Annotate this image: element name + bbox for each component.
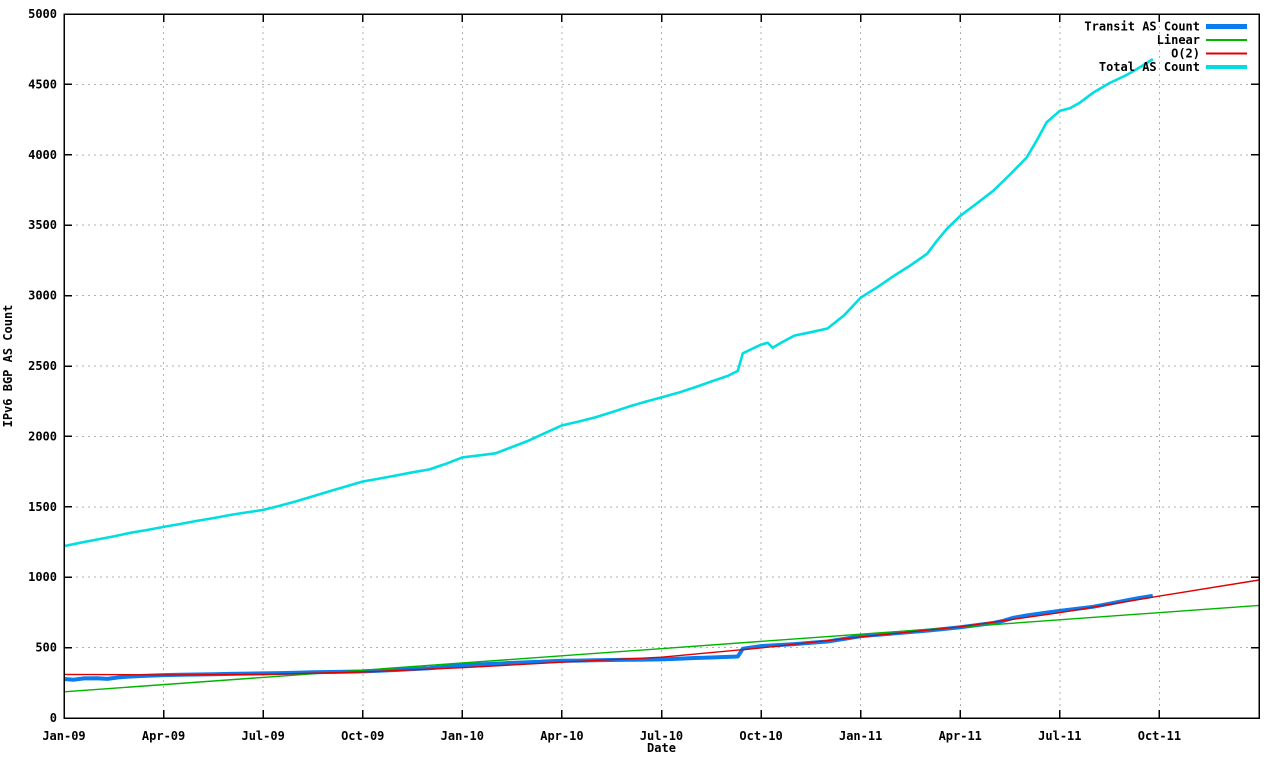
legend-label-o2: O(2) bbox=[1171, 47, 1200, 61]
legend-label-total: Total AS Count bbox=[1099, 60, 1200, 74]
y-tick-label: 2500 bbox=[28, 359, 57, 373]
x-tick-label: Jan-10 bbox=[441, 729, 484, 743]
x-tick-label: Oct-10 bbox=[739, 729, 782, 743]
x-tick-label: Jan-11 bbox=[839, 729, 882, 743]
series-line-o2 bbox=[63, 579, 1260, 676]
series-line-total bbox=[63, 58, 1154, 548]
y-tick-label: 5000 bbox=[28, 7, 57, 21]
y-tick-label: 500 bbox=[35, 641, 57, 655]
x-tick-label: Jul-10 bbox=[640, 729, 683, 743]
x-tick-label: Oct-11 bbox=[1138, 729, 1181, 743]
x-tick-label: Jul-11 bbox=[1038, 729, 1081, 743]
legend-label-transit: Transit AS Count bbox=[1084, 20, 1200, 34]
y-tick-label: 1000 bbox=[28, 570, 57, 584]
x-tick-label: Apr-11 bbox=[939, 729, 982, 743]
x-tick-label: Jul-09 bbox=[241, 729, 284, 743]
legend-label-linear: Linear bbox=[1157, 33, 1200, 47]
x-axis-title: Date bbox=[647, 741, 676, 755]
y-tick-label: 2000 bbox=[28, 429, 57, 443]
y-tick-label: 4500 bbox=[28, 77, 57, 91]
y-tick-label: 3000 bbox=[28, 289, 57, 303]
x-tick-label: Oct-09 bbox=[341, 729, 384, 743]
x-tick-label: Apr-10 bbox=[540, 729, 583, 743]
x-tick-label: Jan-09 bbox=[42, 729, 85, 743]
y-axis-title: IPv6 BGP AS Count bbox=[1, 305, 15, 428]
series-line-linear bbox=[63, 604, 1260, 693]
y-tick-label: 1500 bbox=[28, 500, 57, 514]
y-tick-label: 3500 bbox=[28, 218, 57, 232]
x-tick-label: Apr-09 bbox=[142, 729, 185, 743]
y-tick-label: 0 bbox=[50, 711, 57, 725]
y-tick-label: 4000 bbox=[28, 148, 57, 162]
